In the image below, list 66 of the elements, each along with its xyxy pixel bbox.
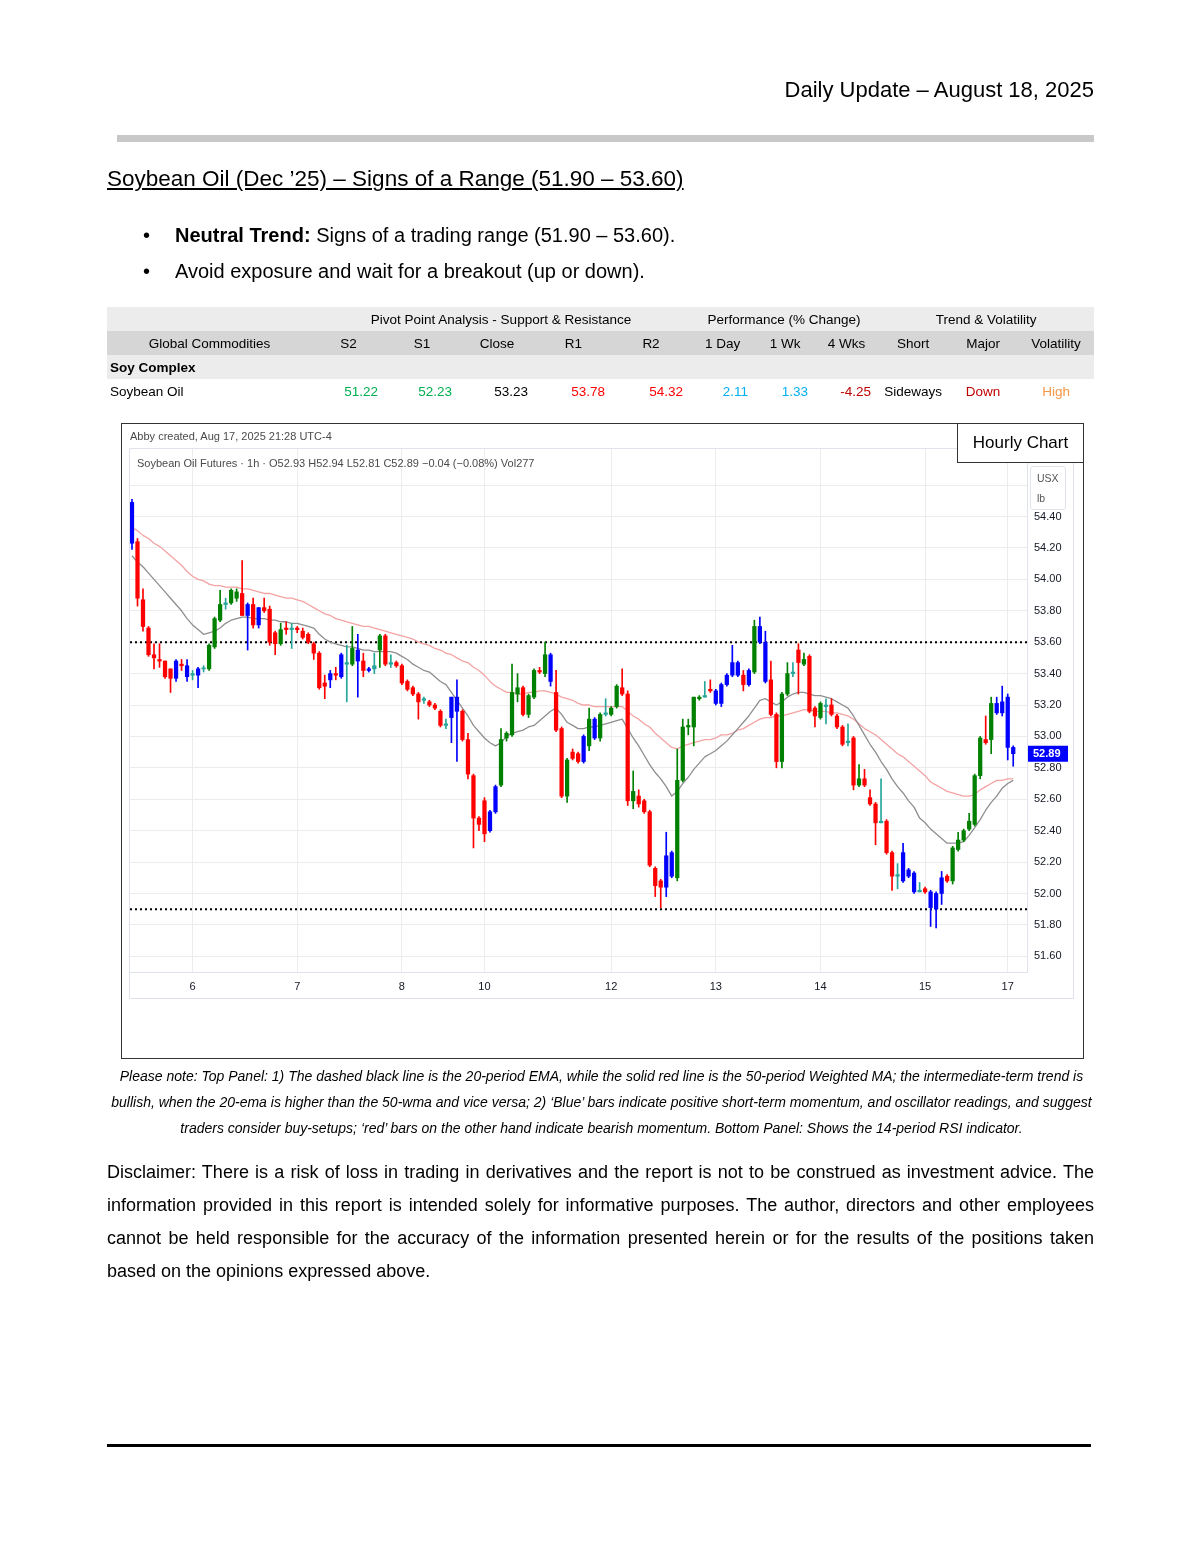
text: Pivot Point Analysis - Support & Resistance (369, 310, 633, 329)
text: High (1042, 383, 1070, 399)
category-label: 4 Wks (826, 334, 867, 353)
text: 2.11 (722, 383, 749, 399)
y-tick-label: 54.20 (1034, 540, 1062, 553)
y-tick-label: 53.60 (1034, 635, 1062, 648)
y-tick-label: 52.80 (1034, 760, 1062, 773)
category-label: R1 (563, 334, 584, 353)
text: Performance (% Change) (706, 310, 862, 329)
text: 53.23 (494, 383, 528, 399)
chart-title: Hourly Chart (957, 423, 1084, 463)
x-tick-label: 8 (398, 979, 405, 992)
x-tick-label: 6 (189, 979, 196, 992)
text: Global Commodities (147, 334, 272, 353)
category-label: R2 (641, 334, 661, 353)
candlestick (372, 652, 377, 674)
y-axis-title: USX lb (1030, 466, 1066, 510)
text: Disclaimer: There is a risk of loss in trading in derivatives and the report is not to be construed as investment advice. The information provided in this report is intended solely for informative purposes. The author, directors and other employees cannot be held responsible for the accuracy of the information presented herein or for the results of the positions taken based on the opinions expressed above. (107, 1161, 1094, 1283)
text: Daily Update – August 18, 2025 (784, 77, 1094, 103)
text: • Avoid exposure and wait for a breakout (up or down). (143, 260, 645, 282)
y-tick-label: 51.80 (1034, 917, 1062, 930)
text: Trend & Volatility (934, 310, 1038, 329)
text: 52.23 (418, 383, 452, 399)
text: 1.33 (781, 383, 809, 399)
text: • Neutral Trend: Signs of a trading range (51.90 – 53.60). (143, 224, 676, 246)
text: 51.22 (344, 383, 378, 399)
x-tick-label: 14 (814, 979, 827, 992)
x-tick-label: 12 (605, 979, 618, 992)
x-tick-label: 17 (1001, 979, 1014, 992)
category-label: 1 Wk (768, 334, 802, 353)
y-tick-label: 53.40 (1034, 666, 1062, 679)
y-tick-label: 54.40 (1034, 509, 1062, 522)
category-label: Volatility (1030, 334, 1082, 353)
text: Abby created, Aug 17, 2025 21:28 UTC-4 (130, 430, 332, 442)
y-tick-label: 52.60 (1034, 792, 1062, 805)
candlestick (658, 879, 663, 908)
y-tick-label: 53.00 (1034, 729, 1062, 742)
y-tick-label: 52.40 (1034, 823, 1062, 836)
annotation: 52.89 (1033, 747, 1061, 760)
text: 54.32 (649, 383, 684, 399)
y-tick-label: 53.80 (1034, 603, 1062, 616)
category-label: 1 Day (703, 334, 742, 353)
text: Soybean Oil Futures · 1h · O52.93 H52.94 L52.81 C52.89 −0.04 (−0.08%) Vol277 (137, 457, 535, 469)
category-label: S2 (339, 334, 358, 353)
text: Sideways (884, 383, 942, 399)
text: Down (965, 383, 1001, 399)
x-tick-label: 13 (709, 979, 722, 992)
x-tick-label: 7 (294, 979, 301, 992)
text: 53.78 (571, 383, 605, 399)
y-tick-label: 52.20 (1034, 855, 1062, 868)
text: -4.25 (840, 383, 872, 399)
category-label: Soy Complex (110, 359, 196, 375)
y-tick-label: 51.60 (1034, 949, 1062, 962)
x-tick-label: 10 (478, 979, 491, 992)
category-label: Close (478, 334, 516, 353)
y-tick-label: 54.00 (1034, 572, 1062, 585)
y-tick-label: 53.20 (1034, 698, 1062, 711)
category-label: Soybean Oil (110, 383, 184, 399)
category-label: Short (895, 334, 931, 353)
candlestick (983, 715, 988, 745)
text: Soybean Oil (Dec ’25) – Signs of a Range (51.90 – 53.60) (107, 166, 684, 192)
y-tick-label: 52.00 (1034, 886, 1062, 899)
category-label: Major (965, 334, 1001, 353)
x-tick-label: 15 (918, 979, 932, 992)
category-label: S1 (412, 334, 432, 353)
text: Please note: Top Panel: 1) The dashed black line is the 20-period EMA, while the solid red line is the 50-period Weighted MA; the intermediate-term trend is bullish, when the 20-ema is higher than the 50-wma and vice versa; 2) ‘Blue’ bars indicate positive short-term momentum, and oscillator readings, and suggest traders consider buy-setups; ‘red’ bars on the other hand indicate bearish momentum. Bottom Panel: Shows the 14-period RSI indicator. (110, 1067, 1093, 1138)
